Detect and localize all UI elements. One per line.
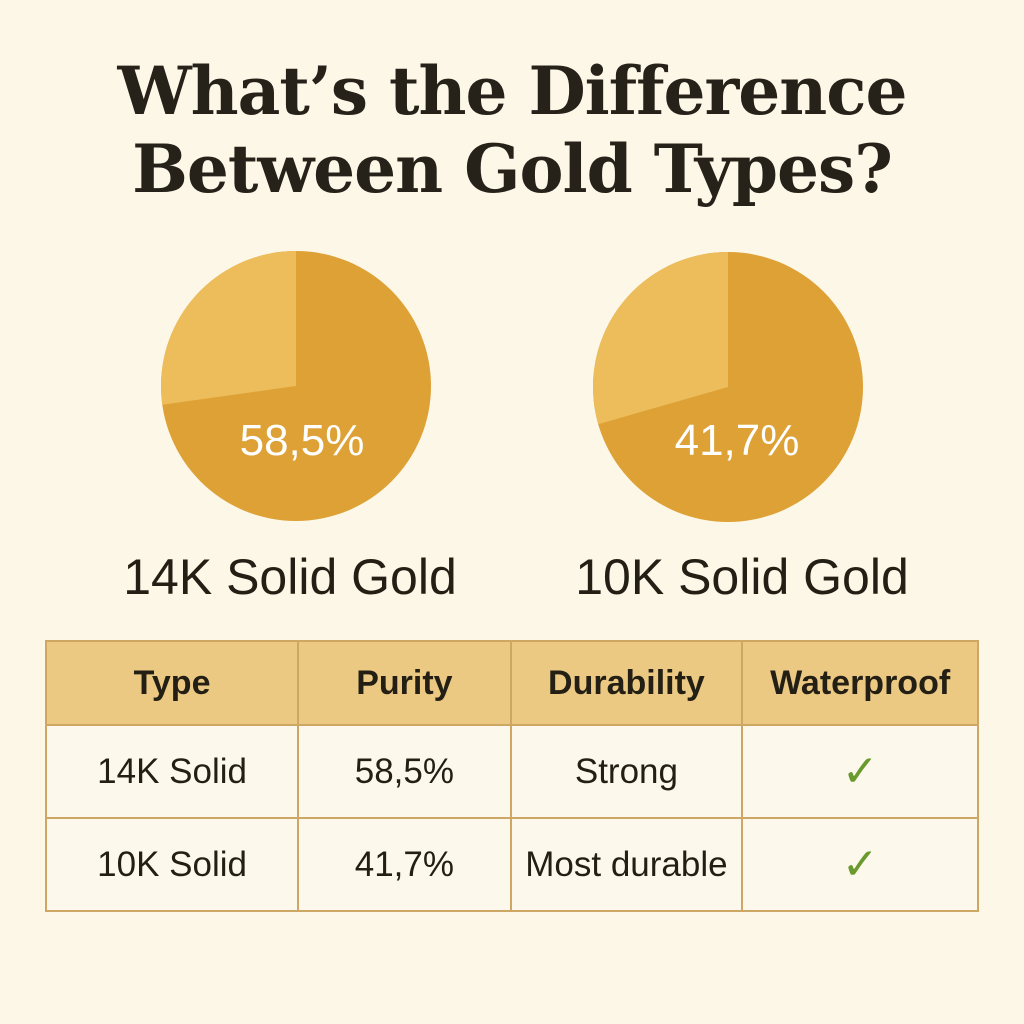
pie-chart-14k xyxy=(161,251,431,521)
page-title: What’s the Difference Between Gold Types… xyxy=(0,52,1024,208)
caption-14k: 14K Solid Gold xyxy=(123,549,457,605)
cell-type: 14K Solid xyxy=(44,724,300,819)
header-durability: Durability xyxy=(509,640,744,726)
caption-10k: 10K Solid Gold xyxy=(575,549,909,605)
cell-type: 10K Solid xyxy=(44,817,300,912)
cell-waterproof: ✓ xyxy=(741,724,979,819)
pie-chart-10k xyxy=(593,252,863,522)
cell-waterproof: ✓ xyxy=(741,817,979,912)
table-row: 14K Solid 58,5% Strong ✓ xyxy=(44,724,979,819)
pie-slice-minor xyxy=(593,252,728,425)
cell-purity: 41,7% xyxy=(297,817,512,912)
table-header-row: Type Purity Durability Waterproof xyxy=(44,640,979,726)
table-row: 10K Solid 41,7% Most durable ✓ xyxy=(44,817,979,912)
comparison-table: Type Purity Durability Waterproof 14K So… xyxy=(44,640,979,912)
header-purity: Purity xyxy=(297,640,512,726)
pie-slice-minor xyxy=(161,251,296,405)
header-waterproof: Waterproof xyxy=(741,640,979,726)
title-line-2: Between Gold Types? xyxy=(132,130,893,208)
pie-label-10k: 41,7% xyxy=(675,416,800,465)
check-icon: ✓ xyxy=(841,747,879,796)
cell-purity: 58,5% xyxy=(297,724,512,819)
cell-durability: Most durable xyxy=(509,817,744,912)
header-type: Type xyxy=(44,640,300,726)
cell-durability: Strong xyxy=(509,724,744,819)
pie-label-14k: 58,5% xyxy=(240,416,365,465)
title-line-1: What’s the Difference xyxy=(117,52,908,130)
check-icon: ✓ xyxy=(841,840,879,889)
pie-charts: 58,5% 41,7% xyxy=(161,251,863,522)
